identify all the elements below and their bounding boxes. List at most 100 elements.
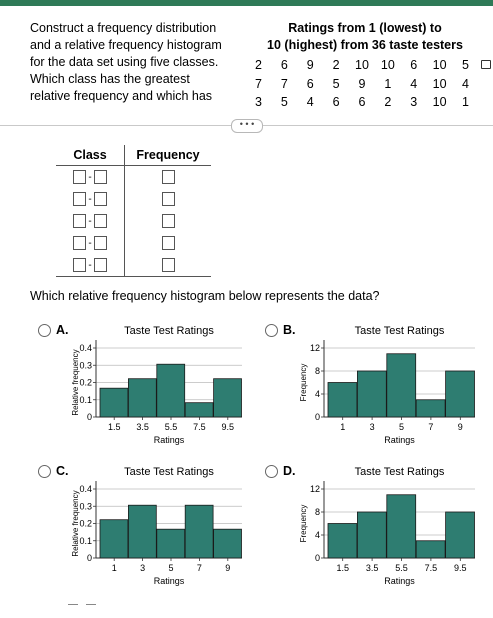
radio-icon[interactable] [38, 464, 51, 478]
question-line: and a relative frequency histogram [30, 38, 222, 52]
data-value: 10 [355, 58, 369, 72]
frequency-column [124, 165, 211, 277]
frequency-input[interactable] [161, 258, 175, 272]
x-tick-label: 5 [168, 563, 173, 573]
y-axis-label: Frequency [299, 364, 308, 402]
histogram-bar [415, 540, 446, 559]
y-tick-label: 0.4 [79, 343, 92, 353]
frequency-input[interactable] [161, 236, 175, 250]
frequency-input[interactable] [161, 192, 175, 206]
frequency-input[interactable] [161, 214, 175, 228]
x-tick-label: 3 [140, 563, 145, 573]
top-accent-bar [0, 0, 493, 6]
class-upper-input[interactable] [94, 170, 107, 184]
data-value: 6 [332, 95, 340, 109]
copy-icon[interactable] [481, 60, 491, 69]
data-value: 10 [380, 58, 395, 72]
histogram-bar [327, 523, 358, 559]
class-upper-input[interactable] [94, 236, 107, 250]
data-value: 1 [462, 95, 469, 109]
class-lower-input[interactable] [73, 236, 86, 250]
data-value: 1 [384, 77, 392, 91]
y-tick-label: 0 [315, 553, 320, 563]
y-tick-label: 8 [315, 366, 320, 376]
chart-title: Taste Test Ratings [355, 466, 445, 478]
class-row: - [56, 166, 124, 188]
option-a-radio[interactable]: A. [38, 323, 69, 337]
x-tick-label: 1 [112, 563, 117, 573]
data-title-line: 10 (highest) from 36 taste testers [267, 38, 463, 52]
class-lower-input[interactable] [73, 258, 86, 272]
histogram-bar [445, 370, 475, 418]
histogram-bar [184, 504, 214, 559]
data-value: 6 [280, 58, 288, 72]
option-c-radio[interactable]: C. [38, 464, 69, 478]
question-line: Which class has the greatest [30, 72, 190, 86]
data-row: 2 6 9 2 10 10 6 10 5 [247, 58, 477, 72]
question-line: Construct a frequency distribution [30, 21, 217, 35]
radio-icon[interactable] [265, 464, 278, 478]
y-tick-label: 0.1 [79, 536, 92, 546]
chart-title: Taste Test Ratings [355, 325, 445, 337]
class-lower-input[interactable] [73, 192, 86, 206]
data-value: 2 [332, 58, 340, 72]
y-tick-label: 0 [87, 553, 92, 563]
histogram-bar [156, 363, 186, 418]
data-value: 9 [306, 58, 314, 72]
option-b-radio[interactable]: B. [265, 323, 296, 337]
class-header: Class [56, 145, 125, 166]
x-tick-label: 7 [428, 422, 433, 432]
histogram-bar [99, 519, 129, 559]
class-upper-input[interactable] [94, 258, 107, 272]
class-column: - - - - - [56, 165, 125, 277]
radio-icon[interactable] [265, 323, 278, 337]
x-tick-label: 9.5 [222, 422, 235, 432]
histogram-svg: Taste Test Ratings Relative frequency 0 0.1… [71, 325, 242, 445]
data-value: 5 [462, 58, 469, 72]
question-text: Construct a frequency distribution and a… [30, 20, 245, 105]
x-axis-label: Ratings [384, 576, 415, 586]
data-value: 5 [280, 95, 288, 109]
pager-dash [86, 604, 96, 605]
data-title-line: Ratings from 1 (lowest) to [288, 21, 442, 35]
y-tick-label: 0 [315, 412, 320, 422]
data-value: 4 [462, 77, 469, 91]
frequency-input[interactable] [161, 170, 175, 184]
x-tick-label: 1.5 [336, 563, 349, 573]
pager [0, 598, 493, 618]
option-d-radio[interactable]: D. [265, 464, 296, 478]
data-value: 6 [306, 77, 314, 91]
radio-icon[interactable] [38, 323, 51, 337]
histogram-d: Taste Test Ratings Frequency 0 4 8 12 1.5 3.5 5.… [298, 463, 483, 593]
histogram-bar [128, 378, 157, 418]
y-axis-label: Frequency [299, 505, 308, 543]
class-upper-input[interactable] [94, 192, 107, 206]
data-title: Ratings from 1 (lowest) to 10 (highest) … [255, 20, 475, 54]
class-upper-input[interactable] [94, 214, 107, 228]
more-button[interactable]: • • • [231, 119, 263, 133]
x-tick-label: 5.5 [395, 563, 408, 573]
class-lower-input[interactable] [73, 170, 86, 184]
y-tick-label: 12 [310, 484, 320, 494]
data-value: 10 [432, 77, 447, 91]
chart-title: Taste Test Ratings [124, 466, 214, 478]
data-value: 10 [432, 95, 447, 109]
y-tick-label: 8 [315, 507, 320, 517]
class-row: - [56, 210, 124, 232]
x-tick-label: 5.5 [165, 422, 178, 432]
y-tick-label: 0.4 [79, 484, 92, 494]
histogram-bar [213, 528, 242, 559]
x-axis-label: Ratings [154, 576, 185, 586]
data-row: 7 7 6 5 9 1 4 10 4 [247, 77, 477, 91]
y-tick-label: 0 [87, 412, 92, 422]
y-tick-label: 12 [310, 343, 320, 353]
frequency-table: Class Frequency - - - - - [56, 145, 211, 277]
data-value: 6 [410, 58, 418, 72]
data-value: 4 [306, 95, 314, 109]
histogram-bar [357, 511, 387, 559]
histogram-bar [445, 511, 475, 559]
data-value: 3 [255, 95, 262, 109]
x-tick-label: 7 [197, 563, 202, 573]
class-lower-input[interactable] [73, 214, 86, 228]
data-value: 2 [384, 95, 392, 109]
